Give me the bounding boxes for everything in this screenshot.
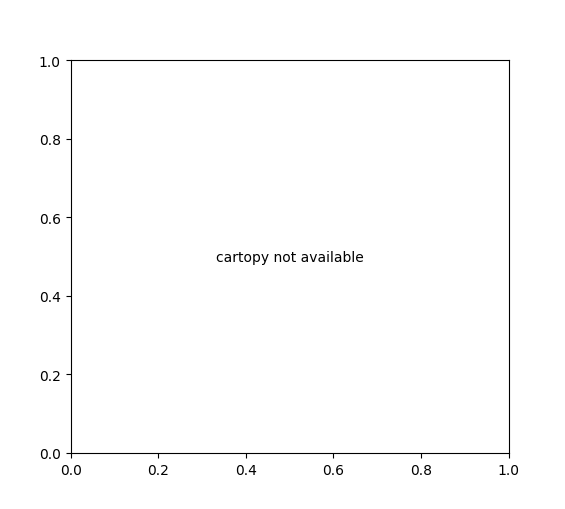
Text: cartopy not available: cartopy not available [216,250,363,264]
